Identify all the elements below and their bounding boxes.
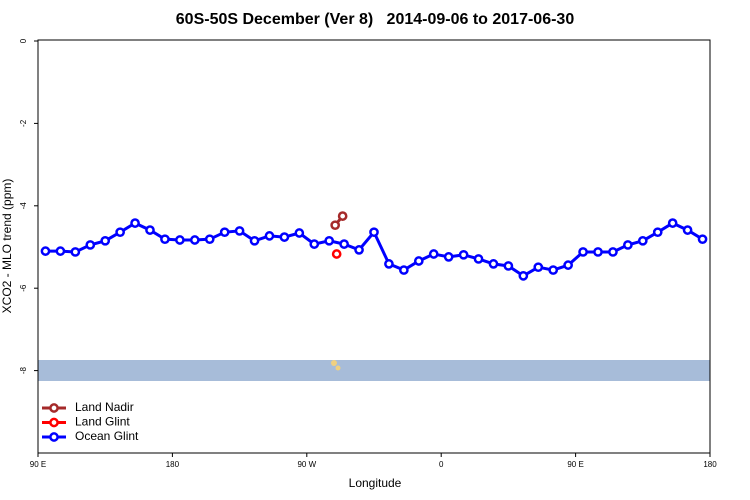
data-point xyxy=(473,254,484,264)
data-point xyxy=(637,235,648,246)
data-point xyxy=(234,226,245,236)
land-patch xyxy=(335,365,341,371)
data-point xyxy=(330,220,341,231)
x-tick-label: 90 E xyxy=(567,460,583,469)
data-point xyxy=(331,249,342,259)
data-point xyxy=(384,259,394,269)
data-point xyxy=(652,227,663,238)
data-point xyxy=(518,270,529,281)
data-point xyxy=(40,246,51,256)
data-point xyxy=(458,249,469,260)
data-point xyxy=(309,239,320,249)
data-point xyxy=(608,247,618,257)
data-point xyxy=(339,239,349,249)
data-point xyxy=(578,247,588,257)
data-point xyxy=(337,211,348,221)
legend-marker xyxy=(49,417,59,428)
data-point xyxy=(623,240,633,250)
x-tick-label: 180 xyxy=(166,460,180,469)
data-point xyxy=(563,260,573,270)
data-point xyxy=(189,235,200,245)
x-tick-label: 90 E xyxy=(30,460,46,469)
data-point xyxy=(115,227,125,238)
legend-marker xyxy=(49,432,59,442)
data-point xyxy=(145,225,155,235)
data-point xyxy=(443,252,454,262)
data-point xyxy=(204,234,215,245)
legend-label: Land Glint xyxy=(75,415,130,429)
data-point xyxy=(503,261,514,271)
data-point xyxy=(697,234,708,245)
data-point xyxy=(682,225,693,235)
data-point xyxy=(85,240,96,250)
data-point xyxy=(324,235,335,246)
data-point xyxy=(399,265,409,275)
data-point xyxy=(533,262,544,273)
y-tick-label: 0 xyxy=(19,38,28,43)
x-tick-label: 0 xyxy=(439,460,444,469)
data-point xyxy=(294,228,305,238)
plot-frame xyxy=(37,39,711,454)
data-point xyxy=(279,232,290,242)
data-point xyxy=(264,231,275,241)
data-point xyxy=(413,256,424,266)
map-strip xyxy=(38,360,710,381)
y-axis-label: XCO2 - MLO trend (ppm) xyxy=(0,179,14,314)
data-point xyxy=(548,265,559,275)
y-tick-label: -2 xyxy=(19,119,28,127)
data-point xyxy=(100,235,111,246)
data-point xyxy=(428,249,439,259)
data-point xyxy=(249,235,260,246)
data-point xyxy=(130,218,140,228)
y-tick-label: -4 xyxy=(19,202,28,210)
data-point xyxy=(55,246,66,256)
data-point xyxy=(593,247,603,257)
x-tick-label: 180 xyxy=(703,460,717,469)
data-point xyxy=(219,227,230,238)
data-point xyxy=(160,234,170,245)
data-point xyxy=(175,235,185,245)
legend-marker xyxy=(49,403,59,413)
data-point xyxy=(667,218,678,228)
x-axis-label: Longitude xyxy=(349,476,402,490)
chart-title: 60S-50S December (Ver 8) 2014-09-06 to 2… xyxy=(176,11,575,28)
data-point xyxy=(354,245,364,255)
land-patch xyxy=(331,360,337,366)
x-tick-label: 90 W xyxy=(297,460,316,469)
data-point xyxy=(369,227,379,238)
data-point xyxy=(70,247,81,257)
y-tick-label: -8 xyxy=(19,366,28,374)
data-point xyxy=(488,259,499,269)
legend-label: Ocean Glint xyxy=(75,429,139,443)
legend-label: Land Nadir xyxy=(75,400,134,414)
y-tick-label: -6 xyxy=(19,284,28,292)
